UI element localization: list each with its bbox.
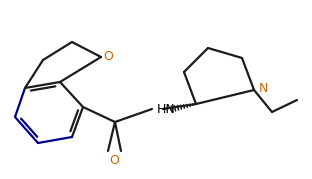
Text: O: O [103,50,113,62]
Text: O: O [109,154,119,166]
Text: HN: HN [157,103,176,115]
Text: N: N [258,81,268,95]
